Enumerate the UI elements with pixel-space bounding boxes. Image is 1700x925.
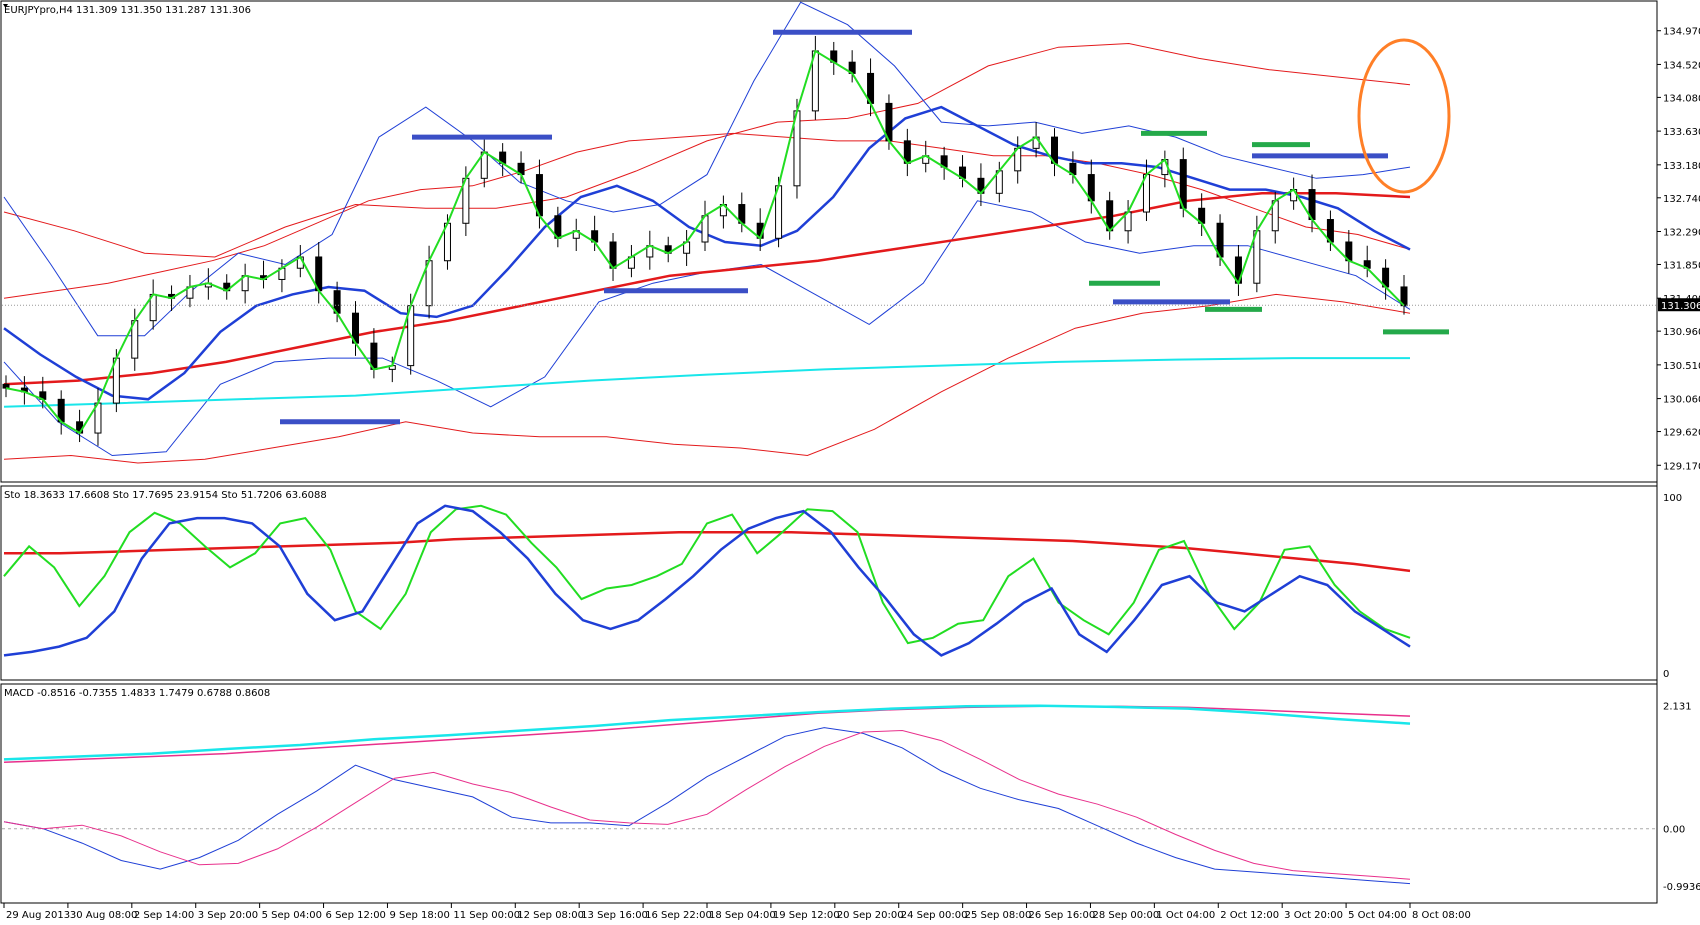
stochastic-panel-title: Sto 18.3633 17.6608 Sto 17.7695 23.9154 … xyxy=(4,490,327,501)
time-axis-tick-label: 29 Aug 2013 xyxy=(6,910,70,921)
cyan-moving-average-line xyxy=(3,357,1410,408)
time-axis-tick-label: 5 Oct 04:00 xyxy=(1348,910,1407,921)
macd-long-signal-line xyxy=(3,705,1411,764)
macd-axis-tick-label: 0.00 xyxy=(1663,825,1685,836)
price-axis-tick-label: 129.170 xyxy=(1663,461,1700,472)
stochastic-axis-tick-label: 100 xyxy=(1663,493,1682,504)
price-axis-tick-label: 131.400 xyxy=(1663,294,1700,305)
macd-main-line xyxy=(3,727,1411,885)
stochastic-axis-tick-label: 0 xyxy=(1663,669,1669,680)
time-axis-tick-label: 30 Aug 08:00 xyxy=(70,910,137,921)
stochastic-slow-signal-line xyxy=(3,505,1411,656)
price-axis-tick-label: 132.290 xyxy=(1663,228,1700,239)
axis-layer: 134.970 134.520 134.080 133.630 133.180 132.7… xyxy=(3,27,1700,921)
upper-blue-band-line xyxy=(3,1,1411,337)
stochastic-panel xyxy=(0,485,1658,681)
stochastic-long-line xyxy=(4,530,1411,573)
time-axis-tick-label: 9 Sep 18:00 xyxy=(389,910,449,921)
time-axis-tick-label: 16 Sep 22:00 xyxy=(645,910,712,921)
time-axis-tick-label: 24 Sep 00:00 xyxy=(901,910,968,921)
price-layer: 131.306 xyxy=(2,1,1700,464)
price-axis-tick-label: 134.080 xyxy=(1663,93,1700,104)
price-panel xyxy=(0,0,1658,483)
last-price-label-bg xyxy=(1658,298,1700,312)
green-moving-average-line xyxy=(5,49,1405,435)
price-axis-tick-label: 133.180 xyxy=(1663,161,1700,172)
macd-signal-line xyxy=(3,729,1411,880)
time-axis-tick-label: 26 Sep 16:00 xyxy=(1029,910,1096,921)
macd-axis-tick-label: -0.9936 xyxy=(1663,882,1700,893)
price-axis-tick-label: 130.060 xyxy=(1663,395,1700,406)
bollinger-upper-line xyxy=(3,42,1411,258)
price-axis-tick-label: 133.630 xyxy=(1663,127,1700,138)
macd-long-main-line xyxy=(3,704,1411,761)
time-axis-tick-label: 19 Sep 12:00 xyxy=(773,910,840,921)
candle-body xyxy=(2,383,10,389)
time-axis-tick-label: 28 Sep 00:00 xyxy=(1092,910,1159,921)
red-moving-average-line xyxy=(3,192,1411,386)
time-axis-tick-label: 20 Sep 20:00 xyxy=(837,910,904,921)
price-axis-tick-label: 134.520 xyxy=(1663,60,1700,71)
time-axis-tick-label: 13 Sep 16:00 xyxy=(581,910,648,921)
price-axis-tick-label: 132.740 xyxy=(1663,194,1700,205)
highlight-ellipse xyxy=(1357,38,1451,194)
price-axis-tick-label: 129.620 xyxy=(1663,428,1700,439)
time-axis-tick-label: 25 Sep 08:00 xyxy=(965,910,1032,921)
time-axis-tick-label: 5 Sep 04:00 xyxy=(262,910,322,921)
time-axis-tick-label: 12 Sep 08:00 xyxy=(517,910,584,921)
collapse-triangle-icon[interactable] xyxy=(3,4,8,8)
stochastic-slow-line xyxy=(3,504,1411,657)
price-axis-tick-label: 130.960 xyxy=(1663,327,1700,338)
time-axis-tick-label: 3 Oct 20:00 xyxy=(1284,910,1343,921)
macd-panel xyxy=(0,683,1658,904)
price-axis-tick-label: 131.850 xyxy=(1663,260,1700,271)
time-axis-tick-label: 1 Oct 04:00 xyxy=(1156,910,1215,921)
time-axis-tick-label: 6 Sep 12:00 xyxy=(326,910,386,921)
time-axis-tick-label: 2 Oct 12:00 xyxy=(1220,910,1279,921)
price-panel-title: EURJPYpro,H4 131.309 131.350 131.287 131… xyxy=(4,5,251,16)
price-axis-tick-label: 130.510 xyxy=(1663,361,1700,372)
price-axis-tick-label: 134.970 xyxy=(1663,27,1700,38)
time-axis-tick-label: 11 Sep 00:00 xyxy=(453,910,520,921)
macd-panel-title: MACD -0.8516 -0.7355 1.4833 1.7479 0.678… xyxy=(4,688,270,699)
stochastic-layer xyxy=(3,504,1411,657)
stochastic-long-signal-line xyxy=(4,531,1411,572)
bollinger-lower-line xyxy=(3,293,1411,464)
time-axis-tick-label: 18 Sep 04:00 xyxy=(709,910,776,921)
time-axis-tick-label: 3 Sep 20:00 xyxy=(198,910,258,921)
macd-axis-tick-label: 2.131 xyxy=(1663,702,1692,713)
time-axis-tick-label: 2 Sep 14:00 xyxy=(134,910,194,921)
stochastic-fast-line xyxy=(3,504,1411,645)
macd-layer xyxy=(2,704,1657,885)
last-price-label: 131.306 xyxy=(1661,301,1700,312)
blue-middle-band-line xyxy=(3,105,1411,401)
time-axis-tick-label: 8 Oct 08:00 xyxy=(1412,910,1471,921)
